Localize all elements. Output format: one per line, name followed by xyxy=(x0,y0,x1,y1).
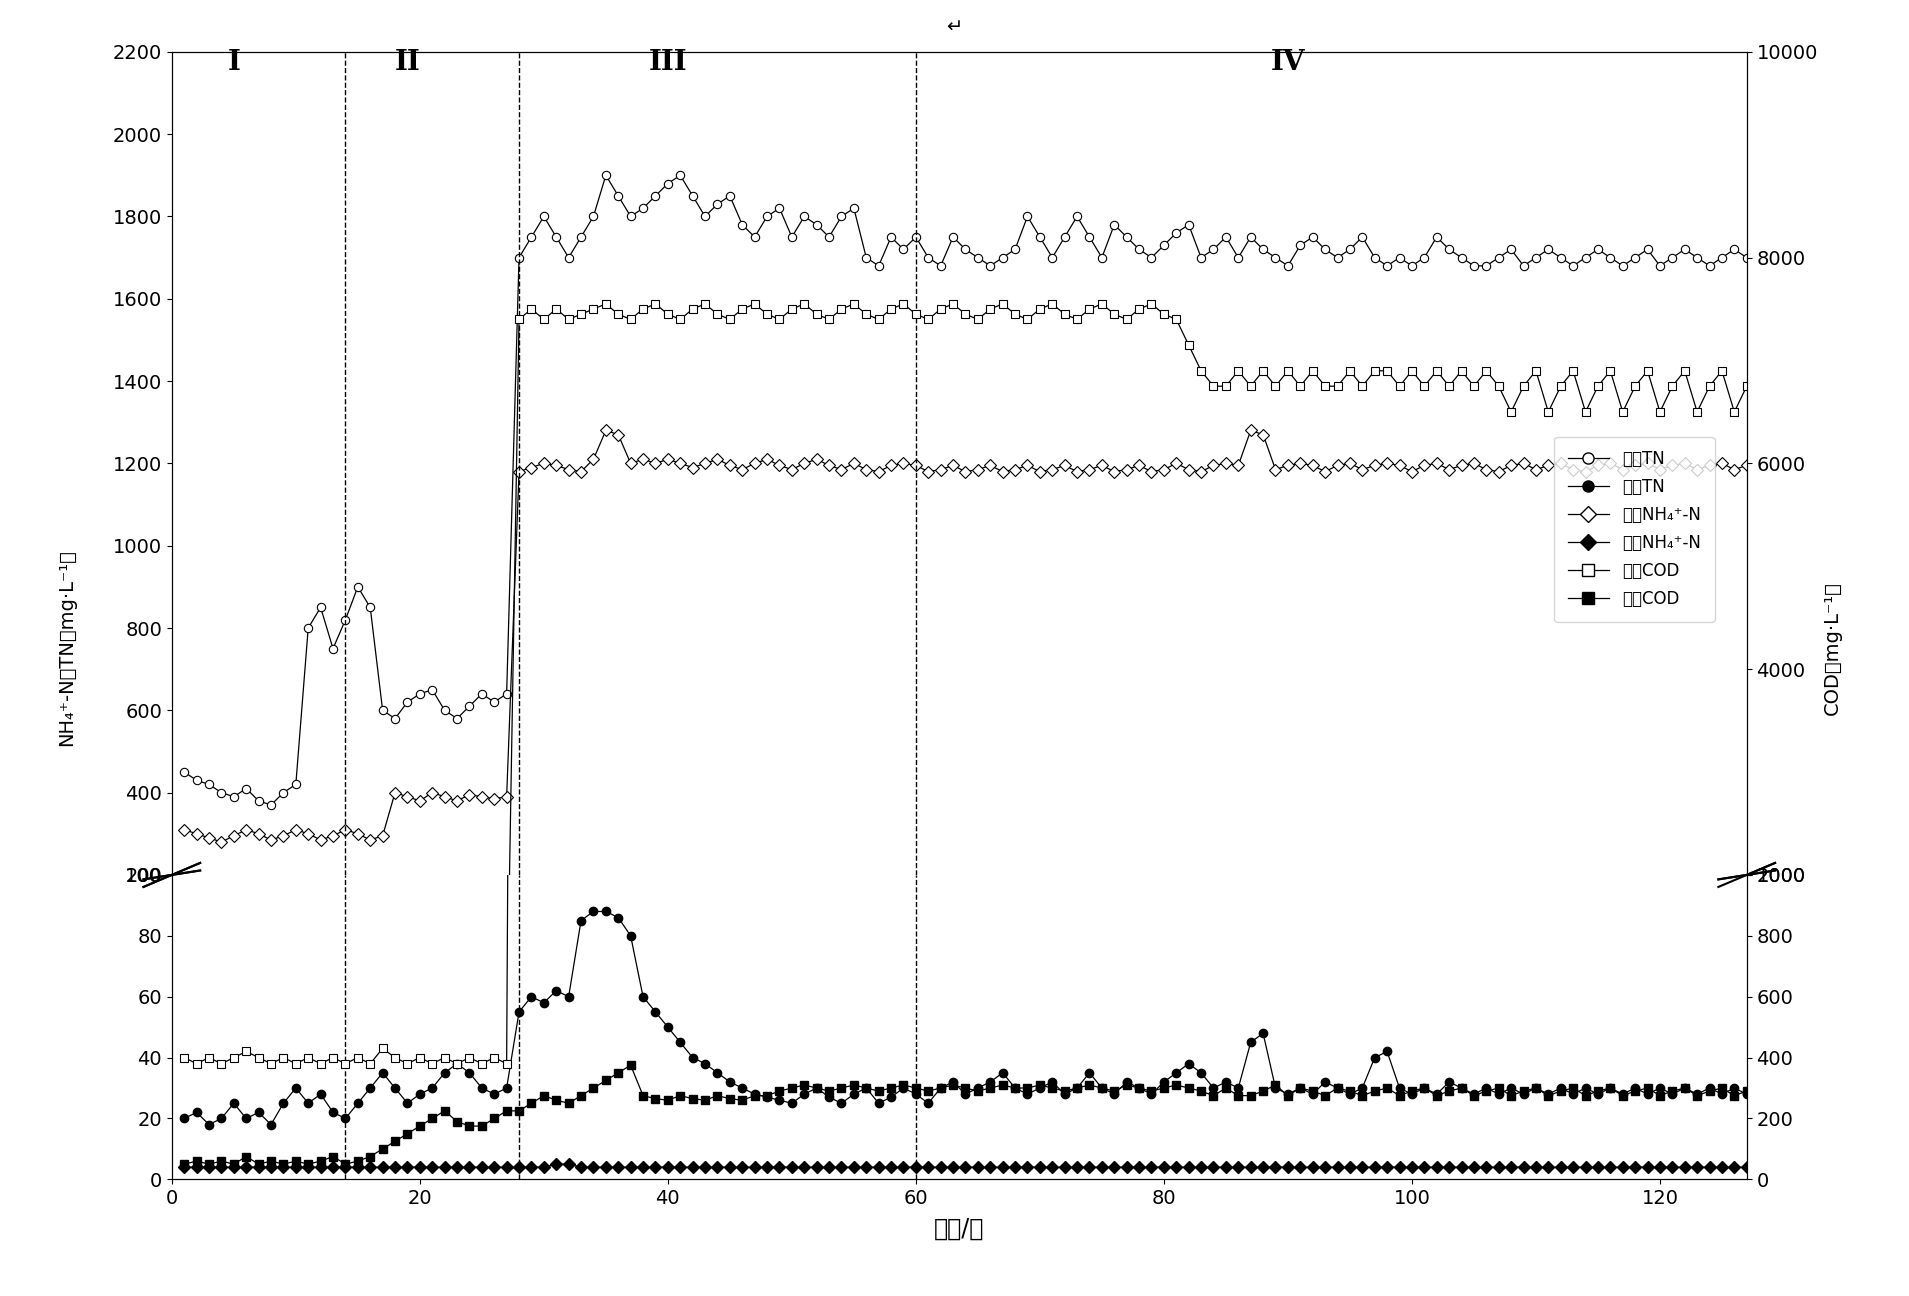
Legend: 进水TN, 出水TN, 进水NH₄⁺-N, 出水NH₄⁺-N, 进水COD, 出水COD: 进水TN, 出水TN, 进水NH₄⁺-N, 出水NH₄⁺-N, 进水COD, 出… xyxy=(1554,437,1714,622)
Text: II: II xyxy=(395,49,420,76)
Text: ↵: ↵ xyxy=(947,17,962,36)
Text: NH₄⁺-N，TN（mg·L⁻¹）: NH₄⁺-N，TN（mg·L⁻¹） xyxy=(57,550,76,746)
Text: IV: IV xyxy=(1271,49,1306,76)
Text: I: I xyxy=(227,49,241,76)
Text: COD（mg·L⁻¹）: COD（mg·L⁻¹） xyxy=(1823,581,1842,715)
Text: III: III xyxy=(649,49,687,76)
X-axis label: 时间/天: 时间/天 xyxy=(934,1217,985,1240)
